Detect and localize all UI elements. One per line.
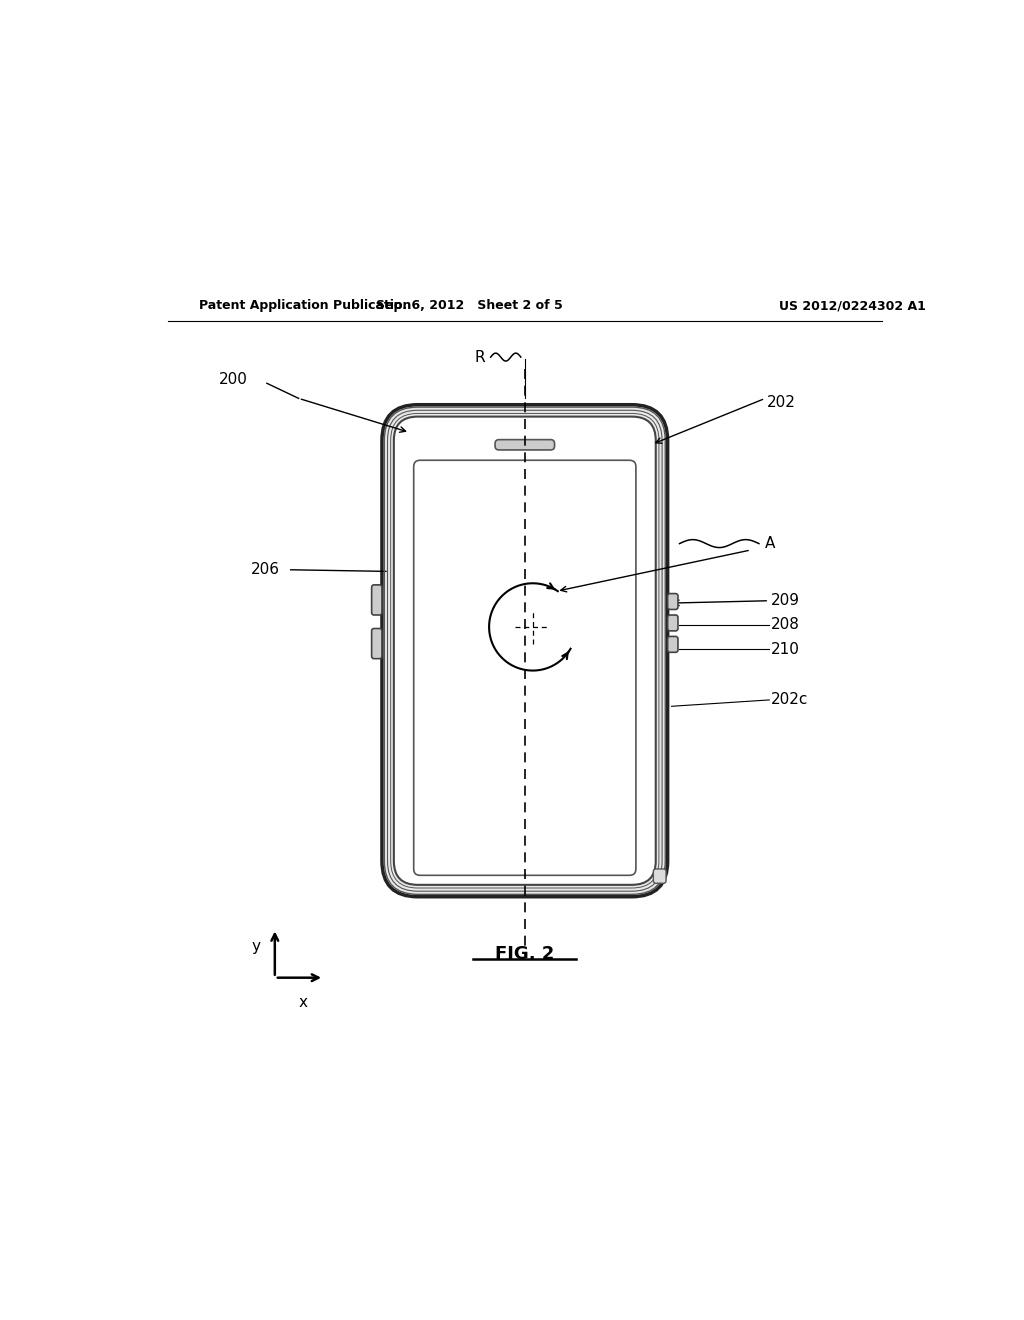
- Text: 202: 202: [767, 395, 796, 409]
- Text: 206: 206: [251, 562, 280, 577]
- Text: 202c: 202c: [771, 693, 808, 708]
- Text: y: y: [252, 940, 260, 954]
- Text: R: R: [474, 350, 485, 364]
- FancyBboxPatch shape: [372, 585, 382, 615]
- FancyBboxPatch shape: [653, 869, 666, 883]
- FancyBboxPatch shape: [668, 636, 678, 652]
- FancyBboxPatch shape: [394, 417, 655, 884]
- Text: US 2012/0224302 A1: US 2012/0224302 A1: [778, 300, 926, 312]
- FancyBboxPatch shape: [668, 594, 678, 610]
- FancyBboxPatch shape: [414, 461, 636, 875]
- Text: Sep. 6, 2012   Sheet 2 of 5: Sep. 6, 2012 Sheet 2 of 5: [376, 300, 562, 312]
- Text: 210: 210: [771, 642, 800, 656]
- FancyBboxPatch shape: [495, 440, 555, 450]
- Text: x: x: [299, 995, 308, 1010]
- Text: 208: 208: [771, 616, 800, 632]
- Text: Patent Application Publication: Patent Application Publication: [200, 300, 412, 312]
- FancyBboxPatch shape: [372, 628, 382, 659]
- Text: 200: 200: [219, 372, 248, 387]
- Text: FIG. 2: FIG. 2: [496, 945, 554, 962]
- Text: A: A: [765, 536, 775, 550]
- FancyBboxPatch shape: [668, 615, 678, 631]
- FancyBboxPatch shape: [382, 405, 668, 896]
- Text: 209: 209: [771, 593, 800, 609]
